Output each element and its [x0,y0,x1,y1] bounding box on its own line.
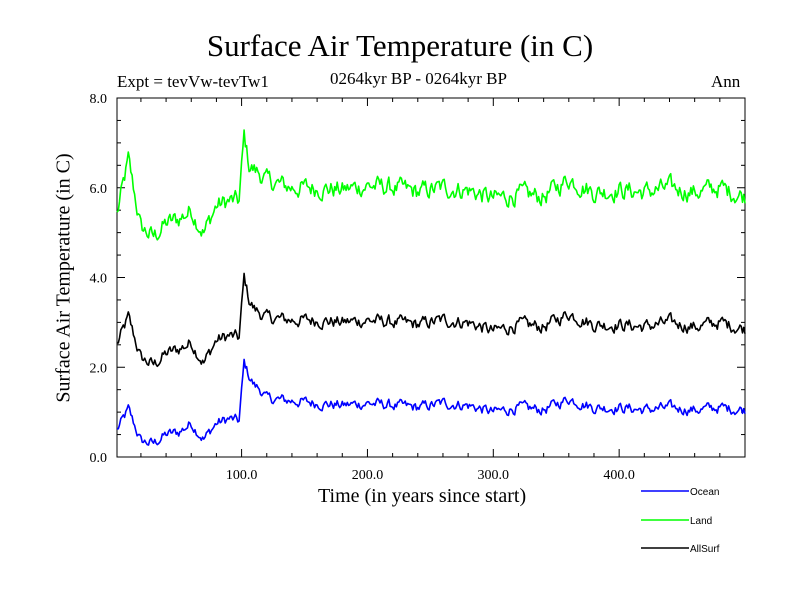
legend-label-land: Land [690,516,712,527]
y-tick-label: 4.0 [90,272,108,287]
season-label: Ann [711,72,741,91]
series-line-land [116,129,746,241]
chart-title: Surface Air Temperature (in C) [206,28,594,63]
series-line-ocean [116,358,746,446]
y-tick-label: 6.0 [90,182,108,197]
x-axis-label: Time (in years since start) [318,485,527,507]
y-tick-label: 0.0 [90,451,108,466]
legend-label-ocean: Ocean [690,487,719,498]
series-line-allsurf [116,272,746,368]
x-tick-label: 100.0 [226,468,258,483]
period-label: 0264kyr BP - 0264kyr BP [330,69,507,88]
experiment-label: Expt = tevVw-tevTw1 [117,72,269,91]
x-tick-label: 400.0 [603,468,635,483]
x-tick-label: 200.0 [352,468,384,483]
legend-label-allsurf: AllSurf [690,544,720,555]
y-tick-label: 8.0 [90,92,108,107]
y-tick-label: 2.0 [90,361,108,376]
x-tick-label: 300.0 [478,468,510,483]
